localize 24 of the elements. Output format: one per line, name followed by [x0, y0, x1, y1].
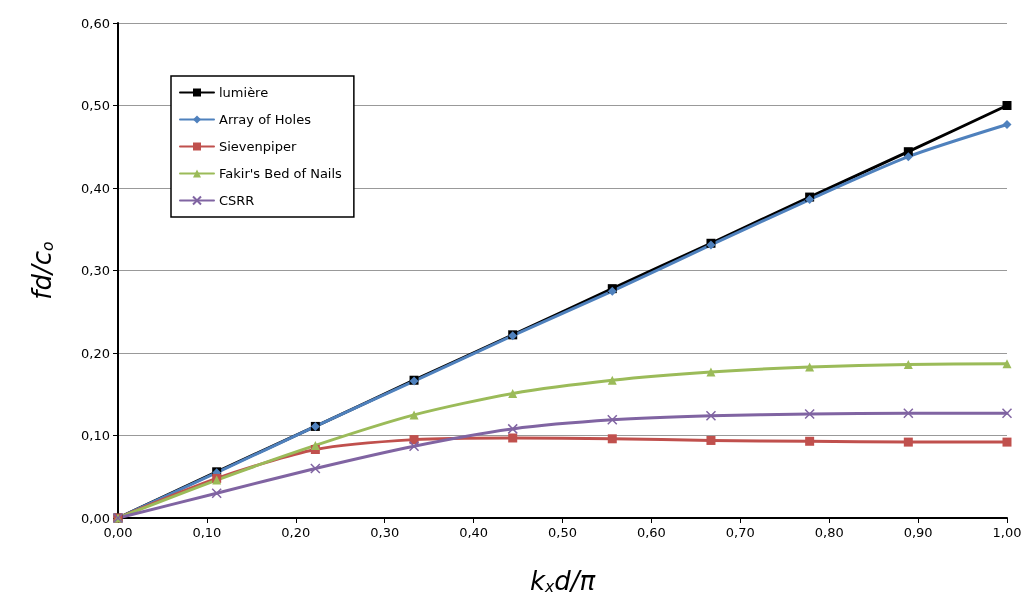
legend-label: CSRR [219, 193, 255, 208]
y-tick-label: 0,50 [81, 98, 110, 113]
legend-label: Sievenpiper [219, 139, 297, 154]
y-axis-title: fd/co [26, 241, 57, 300]
x-tick-label: 0,10 [192, 525, 222, 540]
x-tick-label: 0,50 [548, 525, 577, 540]
x-tick-label: 0,00 [103, 525, 133, 540]
y-tick-label: 0,20 [81, 345, 110, 361]
x-tick-label: 0,80 [814, 525, 844, 540]
legend-label: lumière [219, 85, 269, 100]
x-tick-label: 0,70 [725, 525, 755, 540]
y-tick-label: 0,10 [81, 428, 110, 443]
y-tick-label: 0,00 [81, 510, 110, 526]
x-tick-label: 1,00 [992, 525, 1022, 540]
x-tick-label: 0,40 [459, 525, 489, 540]
legend-label: Fakir's Bed of Nails [219, 166, 343, 181]
y-tick-label: 0,60 [81, 15, 110, 31]
y-tick-label: 0,30 [81, 263, 110, 278]
legend-label: Array of Holes [219, 112, 312, 127]
y-tick-label: 0,40 [81, 180, 110, 196]
x-tick-label: 0,90 [903, 525, 933, 540]
x-tick-label: 0,20 [281, 525, 311, 540]
x-tick-label: 0,60 [636, 525, 666, 540]
x-tick-label: 0,30 [370, 525, 400, 540]
